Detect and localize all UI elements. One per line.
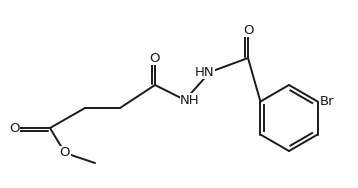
Text: HN: HN [195, 65, 215, 79]
Text: NH: NH [180, 93, 200, 106]
Text: Br: Br [320, 95, 334, 108]
Text: O: O [150, 52, 160, 64]
Text: O: O [60, 146, 70, 159]
Text: O: O [243, 24, 253, 36]
Text: O: O [9, 121, 19, 134]
